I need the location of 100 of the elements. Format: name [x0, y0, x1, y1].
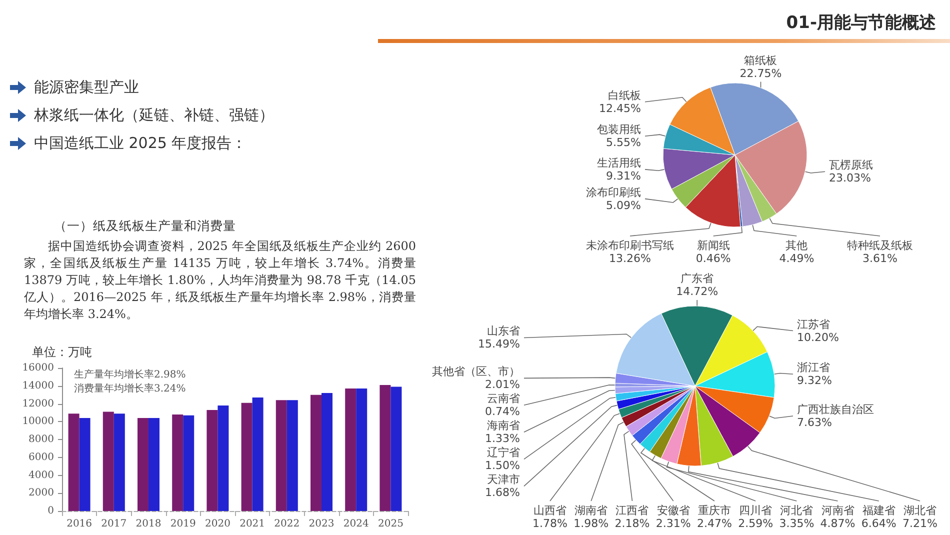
text: （一）纸及纸板生产量和消费量 — [53, 218, 237, 235]
slice-label: 广西壮族自治区 — [797, 402, 874, 416]
slice-label: 湖南省 — [574, 504, 608, 517]
bar — [390, 386, 402, 511]
data-label: 2.59% — [738, 517, 774, 530]
bar — [345, 388, 356, 511]
data-label: 2.31% — [656, 517, 691, 530]
text: 能源密集型产业 — [34, 78, 139, 97]
bar — [218, 406, 229, 511]
x-tick-label: 2018 — [136, 518, 162, 530]
data-label: 1.33% — [485, 432, 520, 446]
x-tick-label: 2016 — [66, 518, 92, 530]
annotation: 消费量年均增长率3.24% — [74, 382, 186, 394]
y-tick-label: 4000 — [28, 470, 54, 481]
data-label: 7.21% — [902, 517, 938, 530]
slice-label: 云南省 — [487, 392, 520, 406]
data-label: 15.49% — [478, 338, 520, 351]
data-label: 9.32% — [797, 374, 832, 388]
y-axis-title: 单位：万吨 — [32, 345, 92, 359]
bar — [206, 410, 218, 511]
annotation: 生产量年均增长率2.98% — [74, 368, 186, 380]
x-tick-label: 2020 — [204, 518, 230, 530]
slice-label: 江苏省 — [797, 318, 830, 331]
slice-label: 未涂布印刷书写纸 — [586, 239, 674, 252]
data-label: 0.74% — [485, 405, 520, 418]
slice-label: 广东省 — [680, 272, 714, 286]
data-label: 5.09% — [606, 198, 641, 212]
slice-label: 四川省 — [739, 504, 772, 517]
slice-label: 包装用纸 — [597, 123, 641, 136]
bar — [183, 415, 194, 511]
bar — [310, 394, 322, 511]
data-label: 4.87% — [820, 517, 856, 530]
data-label: 1.50% — [485, 459, 520, 472]
slice-label: 辽宁省 — [487, 446, 520, 460]
data-label: 9.31% — [606, 169, 641, 182]
bar — [356, 388, 368, 511]
y-tick-label: 10000 — [22, 416, 54, 428]
slice-label: 河北省 — [780, 504, 814, 517]
slice-label: 山西省 — [534, 504, 566, 517]
x-tick-label: 2021 — [240, 518, 266, 530]
slice-label: 涂布印刷纸 — [586, 186, 641, 199]
y-tick-label: 14000 — [22, 380, 54, 392]
data-label: 23.03% — [829, 172, 871, 185]
slice-label: 其他省（区、市） — [432, 365, 520, 378]
data-label: 4.49% — [779, 252, 814, 265]
y-tick-label: 12000 — [22, 398, 54, 410]
data-label: 0.46% — [696, 252, 731, 265]
x-tick-label: 2025 — [378, 518, 404, 530]
slice-label: 江西省 — [616, 504, 649, 517]
slice-label: 瓦楞原纸 — [829, 158, 873, 172]
data-label: 1.98% — [574, 517, 609, 530]
slice-label: 生活用纸 — [597, 156, 641, 170]
data-label: 6.64% — [861, 517, 896, 530]
bar — [79, 418, 90, 511]
data-label: 22.75% — [740, 66, 782, 80]
bar — [114, 414, 125, 511]
x-tick-label: 2023 — [308, 518, 334, 530]
data-label: 10.20% — [797, 330, 839, 344]
slice-label: 新闻纸 — [696, 239, 730, 252]
slice-label: 山东省 — [487, 324, 520, 338]
x-tick-label: 2024 — [343, 518, 369, 530]
slice-label: 河南省 — [821, 504, 854, 517]
data-label: 3.61% — [862, 252, 898, 265]
text: 林浆纸一体化（延链、补链、强链） — [34, 106, 274, 125]
y-tick-label: 6000 — [28, 452, 54, 463]
data-label: 14.72% — [676, 285, 718, 298]
y-tick-label: 8000 — [28, 434, 54, 445]
bar — [252, 397, 264, 511]
x-tick-label: 2019 — [170, 518, 196, 530]
bar — [148, 418, 160, 511]
slice-label: 安徽省 — [656, 504, 690, 517]
slice-label: 浙江省 — [797, 361, 830, 374]
bar — [102, 412, 114, 511]
bar — [138, 418, 148, 511]
slice-label: 湖北省 — [904, 504, 936, 517]
slice-label: 海南省 — [487, 419, 520, 432]
data-label: 7.63% — [797, 416, 832, 429]
bar — [68, 414, 80, 511]
data-label: 1.78% — [532, 517, 568, 530]
data-label: 5.55% — [606, 136, 641, 150]
slice-label: 特种纸及纸板 — [847, 239, 913, 252]
text: 01-用能与节能概述 — [786, 12, 936, 34]
x-tick-label: 2022 — [274, 518, 300, 530]
slice-label: 白纸板 — [608, 88, 641, 102]
y-tick-label: 0 — [48, 506, 54, 516]
data-label: 2.01% — [485, 378, 520, 392]
data-label: 12.45% — [599, 102, 641, 115]
slice-label: 福建省 — [862, 504, 896, 517]
text: 中国造纸工业 2025 年度报告： — [34, 134, 247, 153]
bar — [286, 400, 298, 511]
data-label: 2.47% — [696, 517, 732, 530]
slice-label: 其他 — [786, 239, 808, 252]
y-tick-label: 2000 — [28, 488, 54, 499]
slice-label: 天津市 — [487, 473, 520, 486]
data-label: 1.68% — [485, 486, 520, 500]
bar — [380, 384, 391, 511]
data-label: 3.35% — [779, 517, 814, 530]
slice-label: 箱纸板 — [744, 54, 778, 67]
bar — [276, 400, 287, 511]
data-label: 13.26% — [609, 252, 651, 265]
